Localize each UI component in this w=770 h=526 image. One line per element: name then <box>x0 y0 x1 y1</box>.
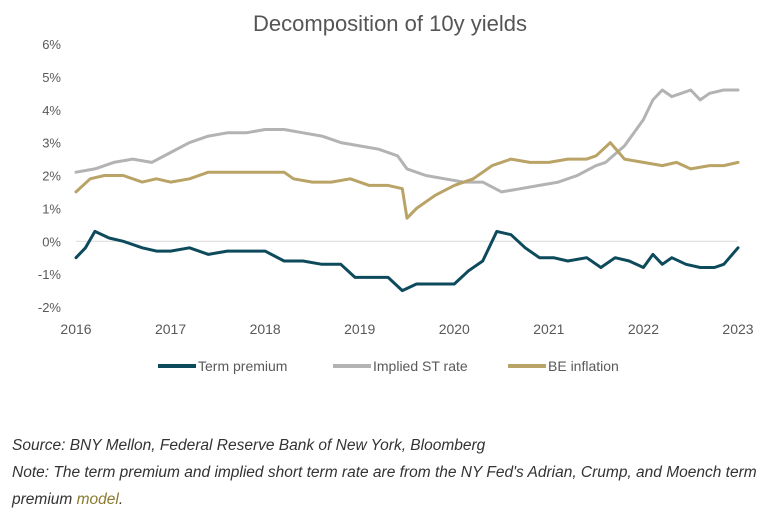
y-tick-label: 4% <box>42 103 61 118</box>
x-tick-label: 2017 <box>155 321 186 337</box>
model-link[interactable]: model <box>76 491 119 508</box>
y-tick-label: 2% <box>42 169 61 184</box>
y-tick-label: 0% <box>42 234 61 249</box>
series-line-implied-st-rate <box>74 88 740 194</box>
legend-label: Implied ST rate <box>373 358 468 374</box>
x-tick-label: 2020 <box>439 321 470 337</box>
series-line-be-inflation <box>74 141 740 220</box>
note-text: Note: The term premium and implied short… <box>12 459 762 513</box>
series-group <box>74 88 740 293</box>
legend-label: BE inflation <box>548 358 619 374</box>
y-axis: -2% -1% 0% 1% 2% 3% 4% 5% 6% <box>38 37 62 315</box>
legend-label: Term premium <box>198 358 287 374</box>
y-tick-label: 1% <box>42 201 61 216</box>
y-tick-label: 6% <box>42 37 61 52</box>
x-axis: 2016 2017 2018 2019 2020 2021 2022 2023 <box>60 321 753 337</box>
x-tick-label: 2022 <box>628 321 659 337</box>
x-tick-label: 2018 <box>250 321 281 337</box>
y-tick-label: -1% <box>38 267 62 282</box>
chart: Decomposition of 10y yields -2% -1% 0% 1% 2%… <box>38 11 754 374</box>
series-line-term-premium <box>74 229 740 293</box>
x-tick-label: 2019 <box>344 321 375 337</box>
x-tick-label: 2023 <box>722 321 753 337</box>
x-tick-label: 2016 <box>60 321 91 337</box>
chart-title: Decomposition of 10y yields <box>253 11 527 36</box>
note-suffix: . <box>118 491 124 508</box>
note-prefix: Note: The term premium and implied short… <box>12 464 757 508</box>
legend: Term premium Implied ST rate BE inflation <box>158 358 619 374</box>
y-tick-label: -2% <box>38 300 62 315</box>
source-text: Source: BNY Mellon, Federal Reserve Bank… <box>12 437 486 454</box>
footnote: Source: BNY Mellon, Federal Reserve Bank… <box>12 432 762 513</box>
y-tick-label: 3% <box>42 136 61 151</box>
y-tick-label: 5% <box>42 70 61 85</box>
x-tick-label: 2021 <box>533 321 564 337</box>
